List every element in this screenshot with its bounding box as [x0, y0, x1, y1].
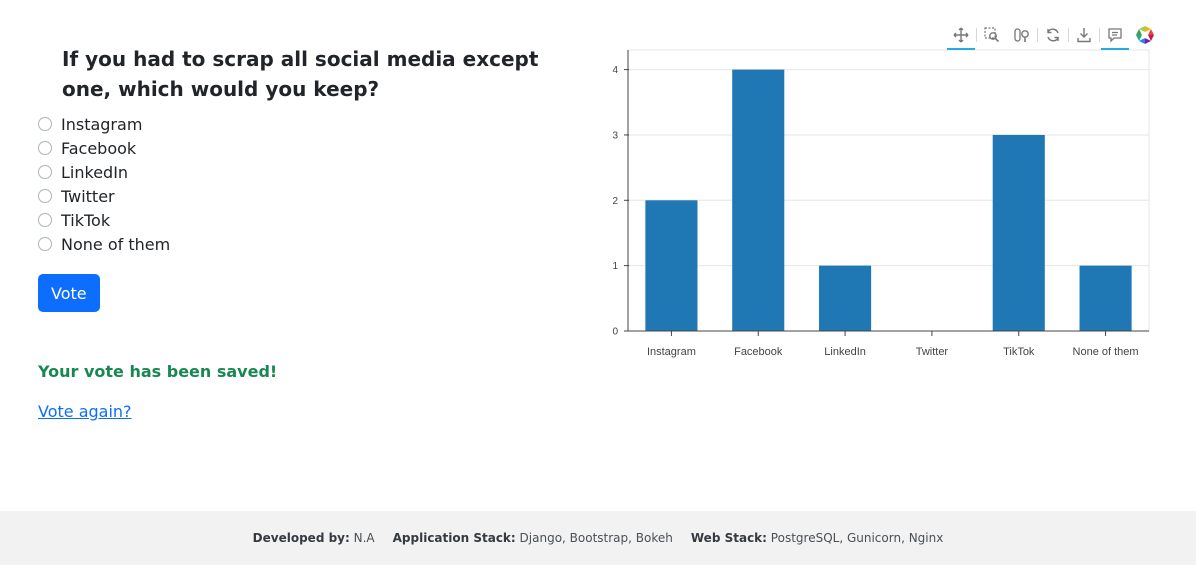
chart-bar	[645, 200, 698, 331]
choice-radio[interactable]	[38, 117, 52, 131]
x-tick-label: Twitter	[916, 346, 949, 358]
footer-developed-label: Developed by:	[252, 531, 350, 545]
x-tick-label: Facebook	[734, 346, 783, 358]
choice-item[interactable]: Facebook	[38, 136, 558, 160]
vote-button[interactable]: Vote	[38, 274, 100, 312]
toolbar-separator	[1099, 28, 1100, 42]
x-tick-label: Instagram	[647, 346, 696, 358]
page-footer: Developed by: N.A Application Stack: Dja…	[0, 511, 1196, 565]
toolbar-separator	[976, 28, 977, 42]
poll-form: If you had to scrap all social media exc…	[38, 44, 558, 312]
footer-web-stack: Web Stack: PostgreSQL, Gunicorn, Nginx	[691, 531, 943, 545]
footer-web-stack-label: Web Stack:	[690, 531, 767, 545]
choice-radio[interactable]	[38, 213, 52, 227]
choice-item[interactable]: None of them	[38, 232, 558, 256]
choice-radio[interactable]	[38, 165, 52, 179]
plot-frame	[627, 49, 1150, 332]
choice-radio[interactable]	[38, 237, 52, 251]
choices-list: Instagram Facebook LinkedIn Twitter TikT…	[38, 112, 558, 256]
chart-bar	[992, 134, 1045, 331]
poll-question: If you had to scrap all social media exc…	[62, 47, 539, 101]
toolbar-separator	[1037, 28, 1038, 42]
bokeh-logo-icon[interactable]	[1130, 24, 1160, 46]
choice-item[interactable]: LinkedIn	[38, 160, 558, 184]
y-tick-label: 4	[612, 65, 618, 76]
choice-label[interactable]: None of them	[61, 234, 171, 254]
chart-bar	[1079, 265, 1132, 331]
y-tick-label: 2	[612, 196, 618, 207]
choice-item[interactable]: Twitter	[38, 184, 558, 208]
chart-bar	[819, 265, 872, 331]
choice-radio[interactable]	[38, 141, 52, 155]
results-chart: 0 1 2 3 4 Instagram Facebook LinkedIn Twitter Tik…	[570, 20, 1160, 370]
toolbar-separator	[1068, 28, 1069, 42]
choice-radio[interactable]	[38, 189, 52, 203]
choice-label[interactable]: Facebook	[61, 138, 137, 158]
choice-label[interactable]: TikTok	[61, 210, 111, 230]
reset-icon[interactable]	[1038, 24, 1068, 46]
choice-label[interactable]: Twitter	[61, 186, 115, 206]
choice-item[interactable]: Instagram	[38, 112, 558, 136]
wheel-zoom-icon[interactable]	[1007, 24, 1037, 46]
hover-icon[interactable]	[1100, 24, 1130, 50]
y-tick-label: 1	[612, 261, 618, 272]
x-tick-label: None of them	[1073, 346, 1139, 358]
chart-bar	[732, 69, 785, 332]
pan-icon[interactable]	[946, 24, 976, 50]
chart-toolbar	[946, 24, 1160, 50]
vote-again-link[interactable]: Vote again?	[38, 402, 132, 421]
save-icon[interactable]	[1069, 24, 1099, 46]
footer-web-stack-value: PostgreSQL, Gunicorn, Nginx	[770, 531, 944, 545]
vote-saved-message: Your vote has been saved!	[38, 362, 278, 381]
footer-app-stack: Application Stack: Django, Bootstrap, Bo…	[393, 531, 673, 545]
footer-developed: Developed by: N.A	[253, 531, 375, 545]
bar-chart: 0 1 2 3 4 Instagram Facebook LinkedIn Twitter Tik…	[612, 49, 1150, 358]
y-tick-label: 0	[612, 327, 618, 338]
choice-label[interactable]: LinkedIn	[61, 162, 129, 182]
footer-app-stack-label: Application Stack:	[392, 531, 516, 545]
x-tick-label: TikTok	[1003, 346, 1035, 358]
choice-item[interactable]: TikTok	[38, 208, 558, 232]
y-tick-label: 3	[612, 130, 618, 141]
x-tick-label: LinkedIn	[824, 346, 866, 358]
box-zoom-icon[interactable]	[977, 24, 1007, 46]
choice-label[interactable]: Instagram	[61, 114, 143, 134]
footer-developed-value: N.A	[353, 531, 375, 545]
footer-app-stack-value: Django, Bootstrap, Bokeh	[519, 531, 673, 545]
